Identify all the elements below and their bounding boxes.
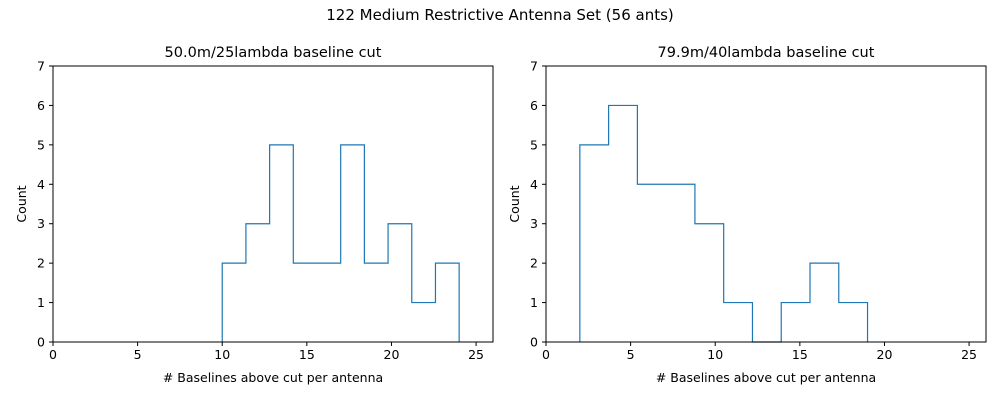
x-tick-label: 25 (468, 347, 484, 362)
histogram-step-line (221, 144, 460, 342)
y-tick-label: 4 (37, 177, 45, 192)
histogram-bin (341, 145, 365, 342)
x-axis-label: # Baselines above cut per antenna (656, 370, 876, 385)
histogram-bin (839, 303, 868, 342)
histogram-bin (364, 263, 388, 342)
x-tick-label: 5 (627, 347, 635, 362)
x-tick-label: 20 (384, 347, 400, 362)
y-tick-label: 1 (37, 295, 45, 310)
histogram-bin (222, 263, 246, 342)
x-tick-label: 15 (792, 347, 808, 362)
histogram-bin (435, 263, 459, 342)
histogram-bin (637, 184, 666, 342)
y-tick-label: 6 (37, 98, 45, 113)
histogram-bin (666, 184, 695, 342)
histogram-bin (810, 263, 839, 342)
y-tick-label: 4 (530, 177, 538, 192)
y-tick-label: 3 (37, 216, 45, 231)
x-tick-label: 0 (49, 347, 57, 362)
y-tick-label: 0 (37, 335, 45, 350)
histogram-bin (388, 224, 412, 342)
y-tick-label: 6 (530, 98, 538, 113)
histogram-bin (293, 263, 317, 342)
y-axis-label: Count (14, 185, 29, 222)
x-tick-label: 20 (877, 347, 893, 362)
histogram-bin (695, 224, 724, 342)
y-axis-label: Count (507, 185, 522, 222)
y-tick-label: 1 (530, 295, 538, 310)
x-tick-label: 5 (134, 347, 142, 362)
histogram-bin (317, 263, 341, 342)
histogram-step-line (579, 104, 869, 343)
y-tick-label: 2 (37, 256, 45, 271)
histogram-bin (246, 224, 270, 342)
chart-title: 79.9m/40lambda baseline cut (658, 45, 875, 61)
y-tick-label: 2 (530, 256, 538, 271)
y-tick-label: 7 (37, 59, 45, 74)
y-tick-label: 7 (530, 59, 538, 74)
x-tick-label: 0 (542, 347, 550, 362)
y-tick-label: 3 (530, 216, 538, 231)
x-tick-label: 25 (961, 347, 977, 362)
histogram-bin (724, 303, 753, 342)
histogram-bin (781, 303, 810, 342)
x-axis-label: # Baselines above cut per antenna (163, 370, 383, 385)
figure-suptitle: 122 Medium Restrictive Antenna Set (56 a… (326, 6, 674, 24)
y-tick-label: 5 (37, 137, 45, 152)
histogram-bin (609, 105, 638, 342)
x-tick-label: 10 (214, 347, 230, 362)
x-tick-label: 10 (707, 347, 723, 362)
y-tick-label: 0 (530, 335, 538, 350)
axes-frame (52, 65, 494, 343)
y-tick-label: 5 (530, 137, 538, 152)
x-tick-label: 15 (299, 347, 315, 362)
chart-title: 50.0m/25lambda baseline cut (165, 45, 382, 61)
histogram-bin (270, 145, 294, 342)
axes-frame (545, 65, 987, 343)
histogram-bin (580, 145, 609, 342)
histogram-bin (412, 303, 436, 342)
